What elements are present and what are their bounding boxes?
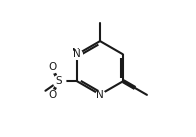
Text: O: O [48, 62, 56, 72]
Text: S: S [56, 76, 62, 86]
Text: O: O [48, 90, 56, 100]
Text: N: N [72, 48, 80, 58]
Text: N: N [95, 90, 103, 100]
Text: N: N [73, 49, 81, 59]
Text: N: N [96, 90, 104, 99]
